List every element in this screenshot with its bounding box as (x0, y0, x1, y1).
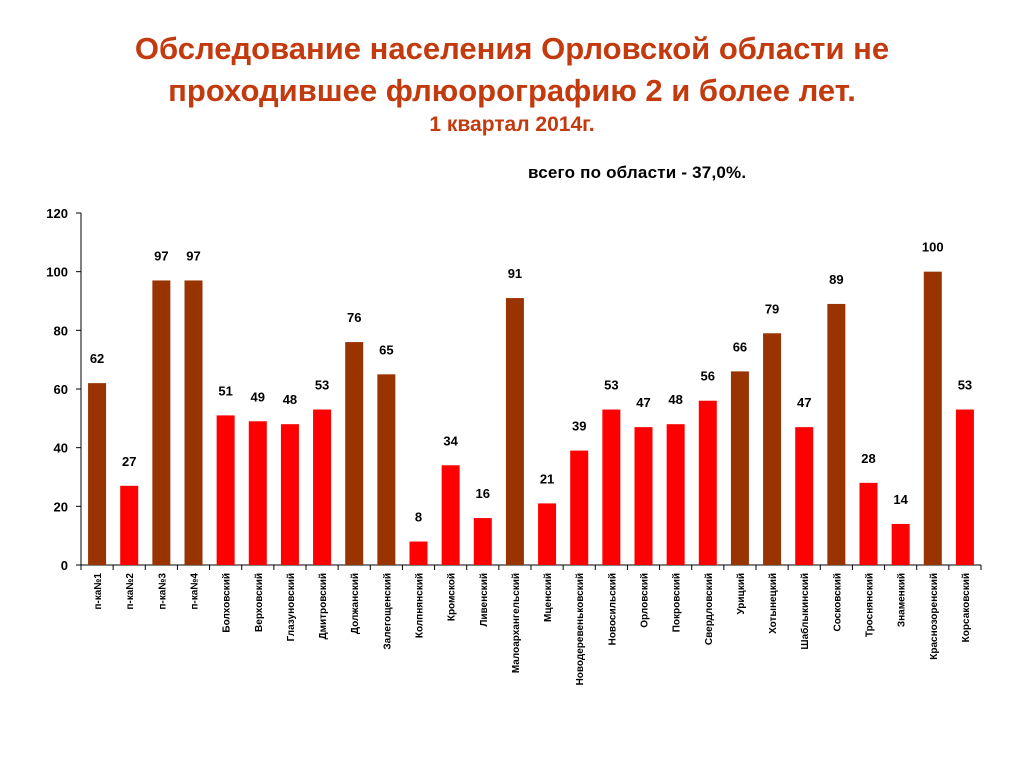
bar-value-label: 56 (701, 369, 715, 384)
bar-value-label: 16 (476, 486, 490, 501)
category-label: Малоархангельский (511, 573, 522, 673)
category-label: п-ка№1 (93, 573, 104, 610)
bar-value-label: 48 (283, 392, 297, 407)
bar-value-label: 53 (315, 378, 329, 393)
bar (955, 409, 974, 565)
bar (280, 424, 299, 565)
category-label: Новосильский (607, 573, 618, 645)
y-tick-label: 20 (54, 499, 68, 514)
category-label: п-ка№3 (157, 573, 168, 610)
y-tick-label: 40 (54, 441, 68, 456)
category-label: Свердловский (704, 573, 715, 645)
bar (730, 371, 749, 565)
bar-value-label: 53 (604, 378, 618, 393)
bar-value-label: 89 (829, 272, 843, 287)
bar-value-label: 91 (508, 266, 522, 281)
bar (763, 333, 782, 565)
bar-value-label: 47 (797, 395, 811, 410)
bar (634, 427, 653, 565)
category-label: Сосковский (832, 573, 843, 632)
bar-value-label: 48 (668, 392, 682, 407)
category-label: Шаблыкинский (799, 573, 811, 649)
bar-value-label: 8 (415, 510, 422, 525)
category-label: Покровский (672, 573, 683, 632)
bar-value-label: 34 (443, 433, 458, 448)
bar-value-label: 66 (733, 339, 747, 354)
bar (859, 482, 878, 565)
category-label: Корсаковский (961, 573, 972, 642)
category-label: п-ка№4 (190, 573, 201, 610)
category-label: Мценский (543, 573, 554, 622)
category-label: Новодеревеньковский (575, 573, 586, 685)
y-tick-label: 120 (46, 206, 68, 221)
bar (345, 342, 364, 565)
category-label: Дмитровский (318, 573, 329, 640)
bar (795, 427, 814, 565)
category-label: Урицкий (736, 573, 747, 615)
bar-value-label: 47 (636, 395, 650, 410)
region-total-annotation: всего по области - 37,0%. (528, 163, 747, 182)
bar-value-label: 14 (893, 492, 908, 507)
chart-title-line-1: Обследование населения Орловской области… (134, 31, 890, 66)
bar (698, 400, 717, 565)
bar (441, 465, 460, 565)
bar-value-label: 65 (379, 342, 393, 357)
y-tick-label: 60 (54, 382, 68, 397)
bar (570, 450, 589, 565)
bar (602, 409, 621, 565)
bar-value-label: 97 (154, 248, 168, 263)
bar-value-label: 100 (922, 240, 944, 255)
bar (313, 409, 332, 565)
bar (88, 383, 107, 565)
chart-title-line-2: проходившее флюорографию 2 и более лет. (168, 73, 856, 108)
bar-value-label: 49 (251, 389, 265, 404)
category-label: Знаменкий (897, 573, 908, 627)
category-label: Колпнянский (415, 573, 426, 638)
bar (891, 523, 910, 565)
bar (538, 503, 557, 565)
y-tick-label: 0 (61, 558, 68, 573)
bar (923, 271, 942, 565)
bar (184, 280, 203, 565)
bar (409, 541, 428, 565)
chart-title-block: Обследование населения Орловской области… (0, 28, 1024, 138)
bar-value-label: 62 (90, 351, 104, 366)
category-label: Троснянский (865, 573, 876, 637)
bar-value-label: 21 (540, 471, 554, 486)
bar (827, 303, 846, 565)
y-tick-label: 80 (54, 323, 68, 338)
y-tick-label: 100 (46, 265, 68, 280)
bar-value-label: 97 (186, 248, 200, 263)
category-label: Ливенский (479, 573, 490, 627)
bar-value-label: 39 (572, 419, 586, 434)
category-label: Кромской (447, 573, 458, 621)
category-label: Залегощенский (382, 573, 393, 650)
category-label: Орловский (640, 573, 651, 628)
category-label: Краснозоренский (929, 573, 940, 660)
bar-value-label: 53 (958, 378, 972, 393)
chart-subtitle: 1 квартал 2014г. (429, 113, 595, 136)
category-label: Верховский (254, 573, 265, 632)
bar-value-label: 76 (347, 310, 361, 325)
bar-value-label: 27 (122, 454, 136, 469)
category-label: Глазуновский (286, 573, 297, 641)
category-label: Должанский (350, 573, 361, 634)
bar-value-label: 51 (218, 383, 232, 398)
bar (473, 518, 492, 565)
bar (152, 280, 171, 565)
category-label: п-ка№2 (125, 573, 136, 610)
bar (216, 415, 235, 565)
bar (666, 424, 685, 565)
bar (377, 374, 396, 565)
bar (248, 421, 267, 565)
bar-value-label: 79 (765, 301, 779, 316)
bar (120, 485, 139, 565)
bar-value-label: 28 (861, 451, 875, 466)
bar (505, 298, 524, 565)
category-label: Хотынецкий (768, 573, 779, 634)
category-label: Болховский (222, 573, 233, 633)
